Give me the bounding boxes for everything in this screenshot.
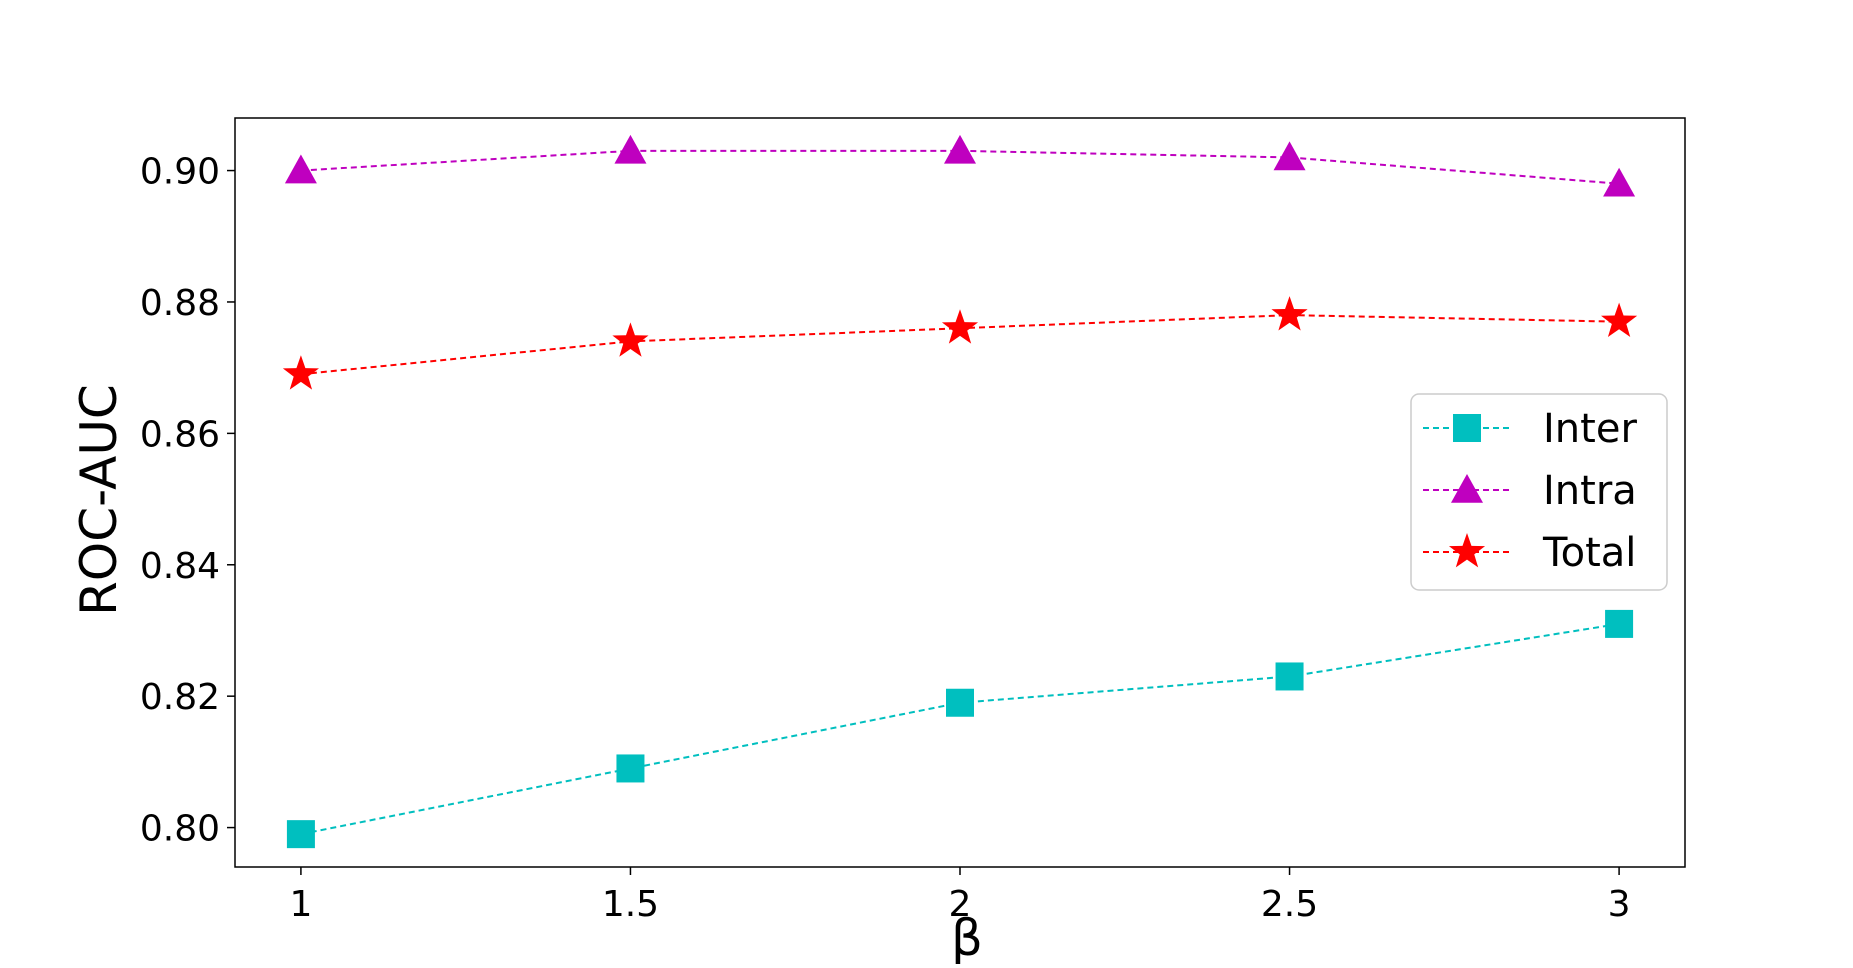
legend-label: Total	[1542, 530, 1636, 576]
legend-label: Intra	[1543, 468, 1637, 514]
data-point-square	[1275, 662, 1304, 691]
data-point-triangle	[284, 154, 317, 184]
y-tick-label: 0.90	[140, 152, 220, 193]
data-point-star	[612, 322, 649, 357]
x-tick-label: 1.5	[602, 884, 659, 925]
data-point-triangle	[614, 134, 647, 164]
data-point-star	[1271, 296, 1308, 331]
data-point-square	[1605, 609, 1634, 638]
series-inter	[286, 609, 1634, 849]
legend-marker-star	[1448, 533, 1486, 568]
data-point-square	[616, 754, 645, 783]
legend: Inter Intra Total	[1410, 393, 1668, 591]
series-total	[282, 296, 1638, 390]
legend-marker-square	[1453, 414, 1481, 442]
axis-ticks: 1 1.5 2 2.5 3 0.80 0.82 0.84 0.86 0.88 0.90	[140, 152, 1631, 925]
series-intra	[284, 134, 1636, 197]
x-tick-label: 2.5	[1261, 884, 1318, 925]
legend-entry: Total	[1423, 530, 1636, 576]
series-line	[300, 149, 1620, 185]
x-tick-label: 3	[1608, 884, 1631, 925]
legend-box	[1410, 393, 1668, 591]
y-tick-label: 0.86	[140, 414, 220, 455]
series-lines	[282, 134, 1638, 849]
series-line	[300, 622, 1620, 836]
x-tick-label: 2	[949, 884, 972, 925]
y-tick-label: 0.82	[140, 677, 220, 718]
data-point-triangle	[944, 134, 976, 164]
legend-marker-triangle	[1451, 474, 1483, 503]
data-point-square	[946, 688, 974, 717]
legend-entry: Inter	[1423, 406, 1637, 452]
x-tick-label: 1	[289, 884, 312, 925]
x-axis-title: β	[951, 909, 983, 964]
data-point-triangle	[1273, 141, 1306, 171]
legend-label: Inter	[1543, 406, 1637, 452]
y-tick-label: 0.84	[140, 546, 220, 587]
legend-entry: Intra	[1423, 468, 1637, 514]
y-tick-label: 0.88	[140, 283, 220, 324]
y-axis-title: ROC-AUC	[70, 384, 128, 616]
data-point-star	[282, 355, 319, 390]
data-point-square	[286, 820, 315, 849]
data-point-triangle	[1603, 167, 1636, 197]
y-tick-label: 0.80	[140, 809, 220, 850]
data-point-star	[941, 309, 979, 344]
data-point-star	[1601, 302, 1638, 338]
